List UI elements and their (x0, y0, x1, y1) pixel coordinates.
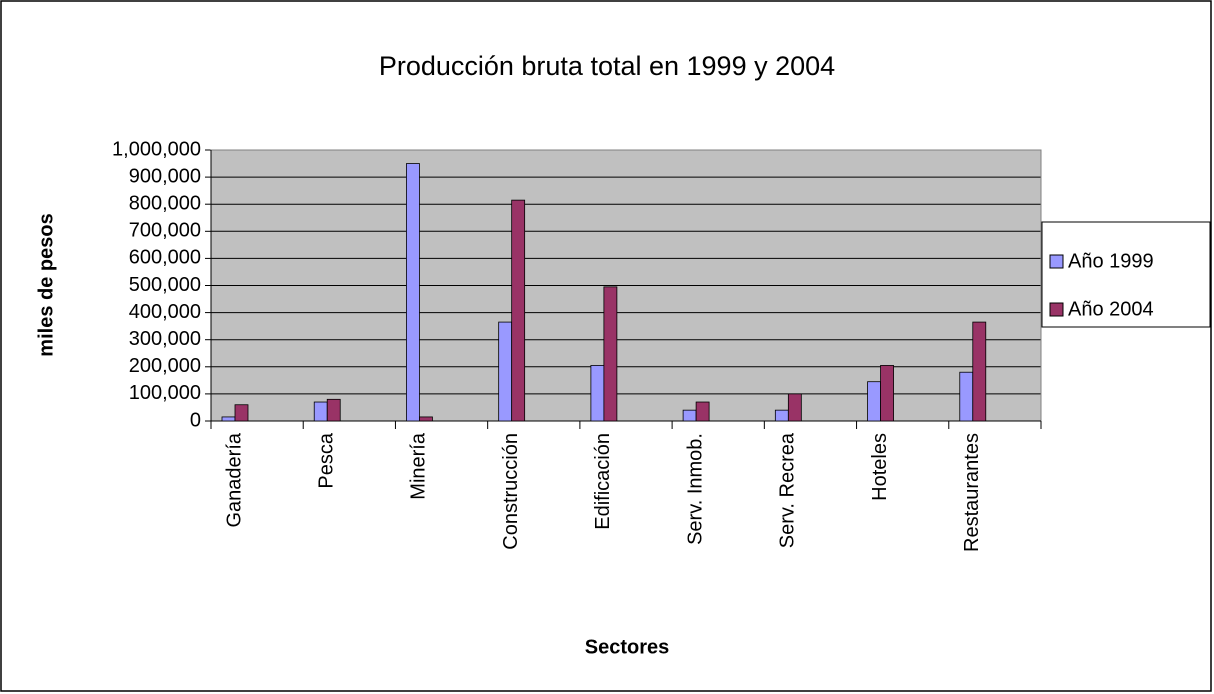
y-tick-label: 500,000 (129, 274, 201, 296)
y-axis-label: miles de pesos (35, 213, 57, 356)
bar (959, 371, 974, 422)
bar (221, 416, 236, 422)
bar (972, 321, 987, 422)
bar (406, 163, 420, 422)
bar (695, 401, 710, 422)
legend-label: Año 1999 (1068, 250, 1154, 272)
legend-swatch (1049, 254, 1064, 269)
x-tick-label: Serv. Inmob. (684, 433, 706, 545)
legend-swatch (1049, 302, 1064, 317)
bar (498, 321, 513, 422)
bar (867, 381, 881, 422)
bar (880, 365, 894, 422)
y-tick-label: 800,000 (129, 192, 201, 214)
y-tick-label: 100,000 (129, 382, 201, 404)
x-tick-label: Serv. Recrea (777, 432, 799, 548)
y-tick-label: 200,000 (129, 355, 201, 377)
bar (511, 199, 526, 422)
bar (774, 409, 789, 422)
y-tick-label: 1,000,000 (112, 138, 201, 160)
chart-title: Producción bruta total en 1999 y 2004 (379, 51, 835, 81)
y-tick-label: 700,000 (129, 220, 201, 242)
bar (603, 286, 618, 422)
x-tick-label: Restaurantes (961, 433, 983, 552)
bar (590, 365, 605, 422)
y-tick-label: 600,000 (129, 247, 201, 269)
legend-label: Año 2004 (1068, 298, 1154, 320)
x-tick-label: Ganadería (223, 432, 245, 527)
y-tick-label: 0 (190, 409, 201, 431)
bar (234, 404, 249, 422)
x-tick-label: Pesca (316, 432, 338, 488)
bar (326, 398, 341, 422)
x-axis-label: Sectores (585, 636, 670, 658)
x-tick-label: Edificación (592, 433, 614, 530)
x-tick-label: Minería (408, 432, 430, 500)
x-tick-label: Construcción (500, 433, 522, 550)
bar (313, 401, 328, 422)
bar (787, 393, 802, 422)
x-tick-label: Hoteles (869, 433, 891, 501)
bar (419, 416, 433, 422)
y-tick-label: 400,000 (129, 301, 201, 323)
y-tick-label: 900,000 (129, 165, 201, 187)
legend-box (1041, 221, 1211, 328)
bar (682, 409, 697, 422)
y-tick-label: 300,000 (129, 328, 201, 350)
